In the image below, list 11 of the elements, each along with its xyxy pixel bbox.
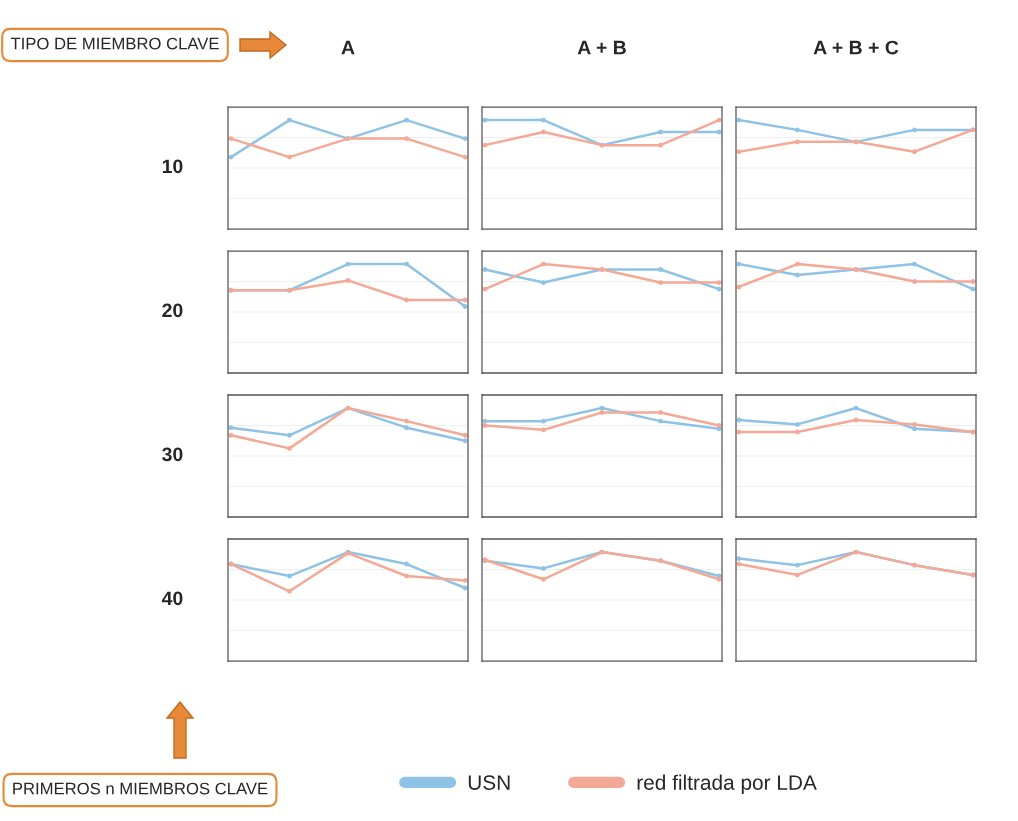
legend-label: USN	[468, 775, 510, 790]
y-axis-title: 20	[162, 303, 183, 318]
chart-title: A + B	[577, 40, 626, 55]
y-axis-title: 30	[162, 447, 183, 462]
y-axis-title: 10	[162, 159, 183, 174]
chart-title: A	[341, 40, 355, 55]
y-axis-title: 40	[161, 591, 183, 606]
legend-label: red filtrada por LDA	[637, 774, 817, 795]
text: TIPO DE MIEMBRO CLAVE	[10, 37, 219, 50]
text: PRIMEROS n MIEMBROS CLAVE	[13, 782, 268, 795]
chart-title: A + B + C	[813, 40, 899, 55]
